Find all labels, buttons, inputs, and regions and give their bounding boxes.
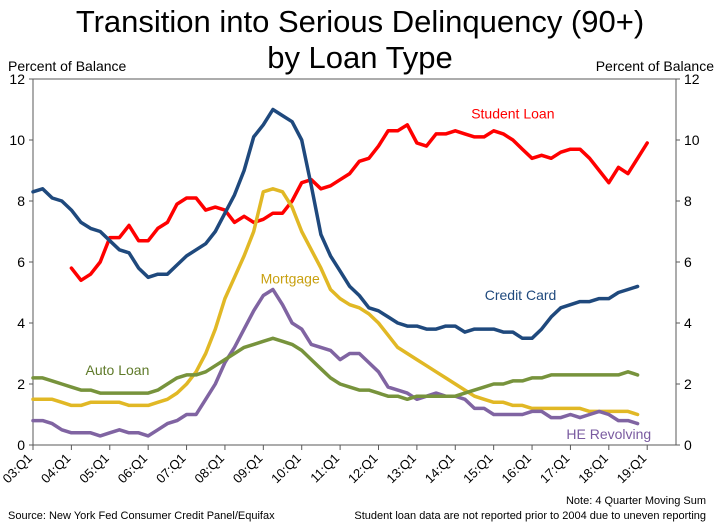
x-tick-label: 18:Q1 (575, 451, 611, 487)
chart-title-line1: Transition into Serious Delinquency (90+… (75, 4, 645, 39)
chart-title-line2: by Loan Type (267, 40, 453, 75)
y-tick-label-left: 4 (17, 315, 25, 331)
series-label-he-revolving: HE Revolving (566, 426, 651, 442)
note-student-loan: Student loan data are not reported prior… (354, 510, 706, 522)
x-tick-label: 16:Q1 (499, 451, 535, 487)
x-tick-label: 15:Q1 (460, 451, 496, 487)
x-tick-label: 19:Q1 (614, 451, 650, 487)
y-tick-label-right: 4 (684, 315, 692, 331)
series-line-credit-card (31, 107, 640, 341)
y-axis-label-right: Percent of Balance (595, 58, 714, 74)
series-label-auto-loan: Auto Loan (86, 362, 150, 378)
y-tick-label-left: 8 (17, 193, 25, 209)
source-note: Source: New York Fed Consumer Credit Pan… (8, 510, 275, 522)
series-label-mortgage: Mortgage (261, 270, 320, 286)
x-tick-label: 14:Q1 (422, 451, 458, 487)
x-tick-label: 10:Q1 (268, 451, 304, 487)
series-label-student-loan: Student Loan (471, 106, 554, 122)
y-tick-label-left: 0 (17, 437, 25, 453)
series-label-credit-card: Credit Card (485, 287, 557, 303)
y-tick-label-right: 10 (684, 132, 700, 148)
series-line-he-revolving (31, 287, 640, 438)
note-moving-sum: Note: 4 Quarter Moving Sum (565, 495, 706, 507)
y-tick-label-right: 6 (684, 254, 692, 270)
x-tick-label: 04:Q1 (38, 451, 74, 487)
y-tick-label-left: 10 (9, 132, 25, 148)
x-tick-label: 09:Q1 (230, 451, 266, 487)
x-tick-label: 12:Q1 (345, 451, 381, 487)
y-tick-label-right: 0 (684, 437, 692, 453)
x-tick-label: 05:Q1 (76, 451, 112, 487)
x-tick-label: 07:Q1 (153, 451, 189, 487)
x-tick-label: 13:Q1 (383, 451, 419, 487)
x-tick-label: 17:Q1 (537, 451, 573, 487)
x-tick-label: 08:Q1 (191, 451, 227, 487)
x-tick-label: 03:Q1 (0, 451, 35, 487)
y-tick-label-right: 12 (684, 71, 700, 87)
series-line-auto-loan (31, 336, 640, 402)
chart-title: Transition into Serious Delinquency (90+… (0, 4, 720, 76)
x-tick-label: 11:Q1 (307, 451, 342, 486)
y-tick-label-left: 12 (9, 71, 25, 87)
x-tick-label: 06:Q1 (115, 451, 151, 487)
y-tick-label-left: 6 (17, 254, 25, 270)
series-line-mortgage (31, 187, 640, 417)
y-tick-label-left: 2 (17, 376, 25, 392)
y-axis-label-left: Percent of Balance (8, 58, 127, 74)
series-line-student-loan (69, 123, 649, 283)
y-tick-label-right: 8 (684, 193, 692, 209)
y-tick-label-right: 2 (684, 376, 692, 392)
